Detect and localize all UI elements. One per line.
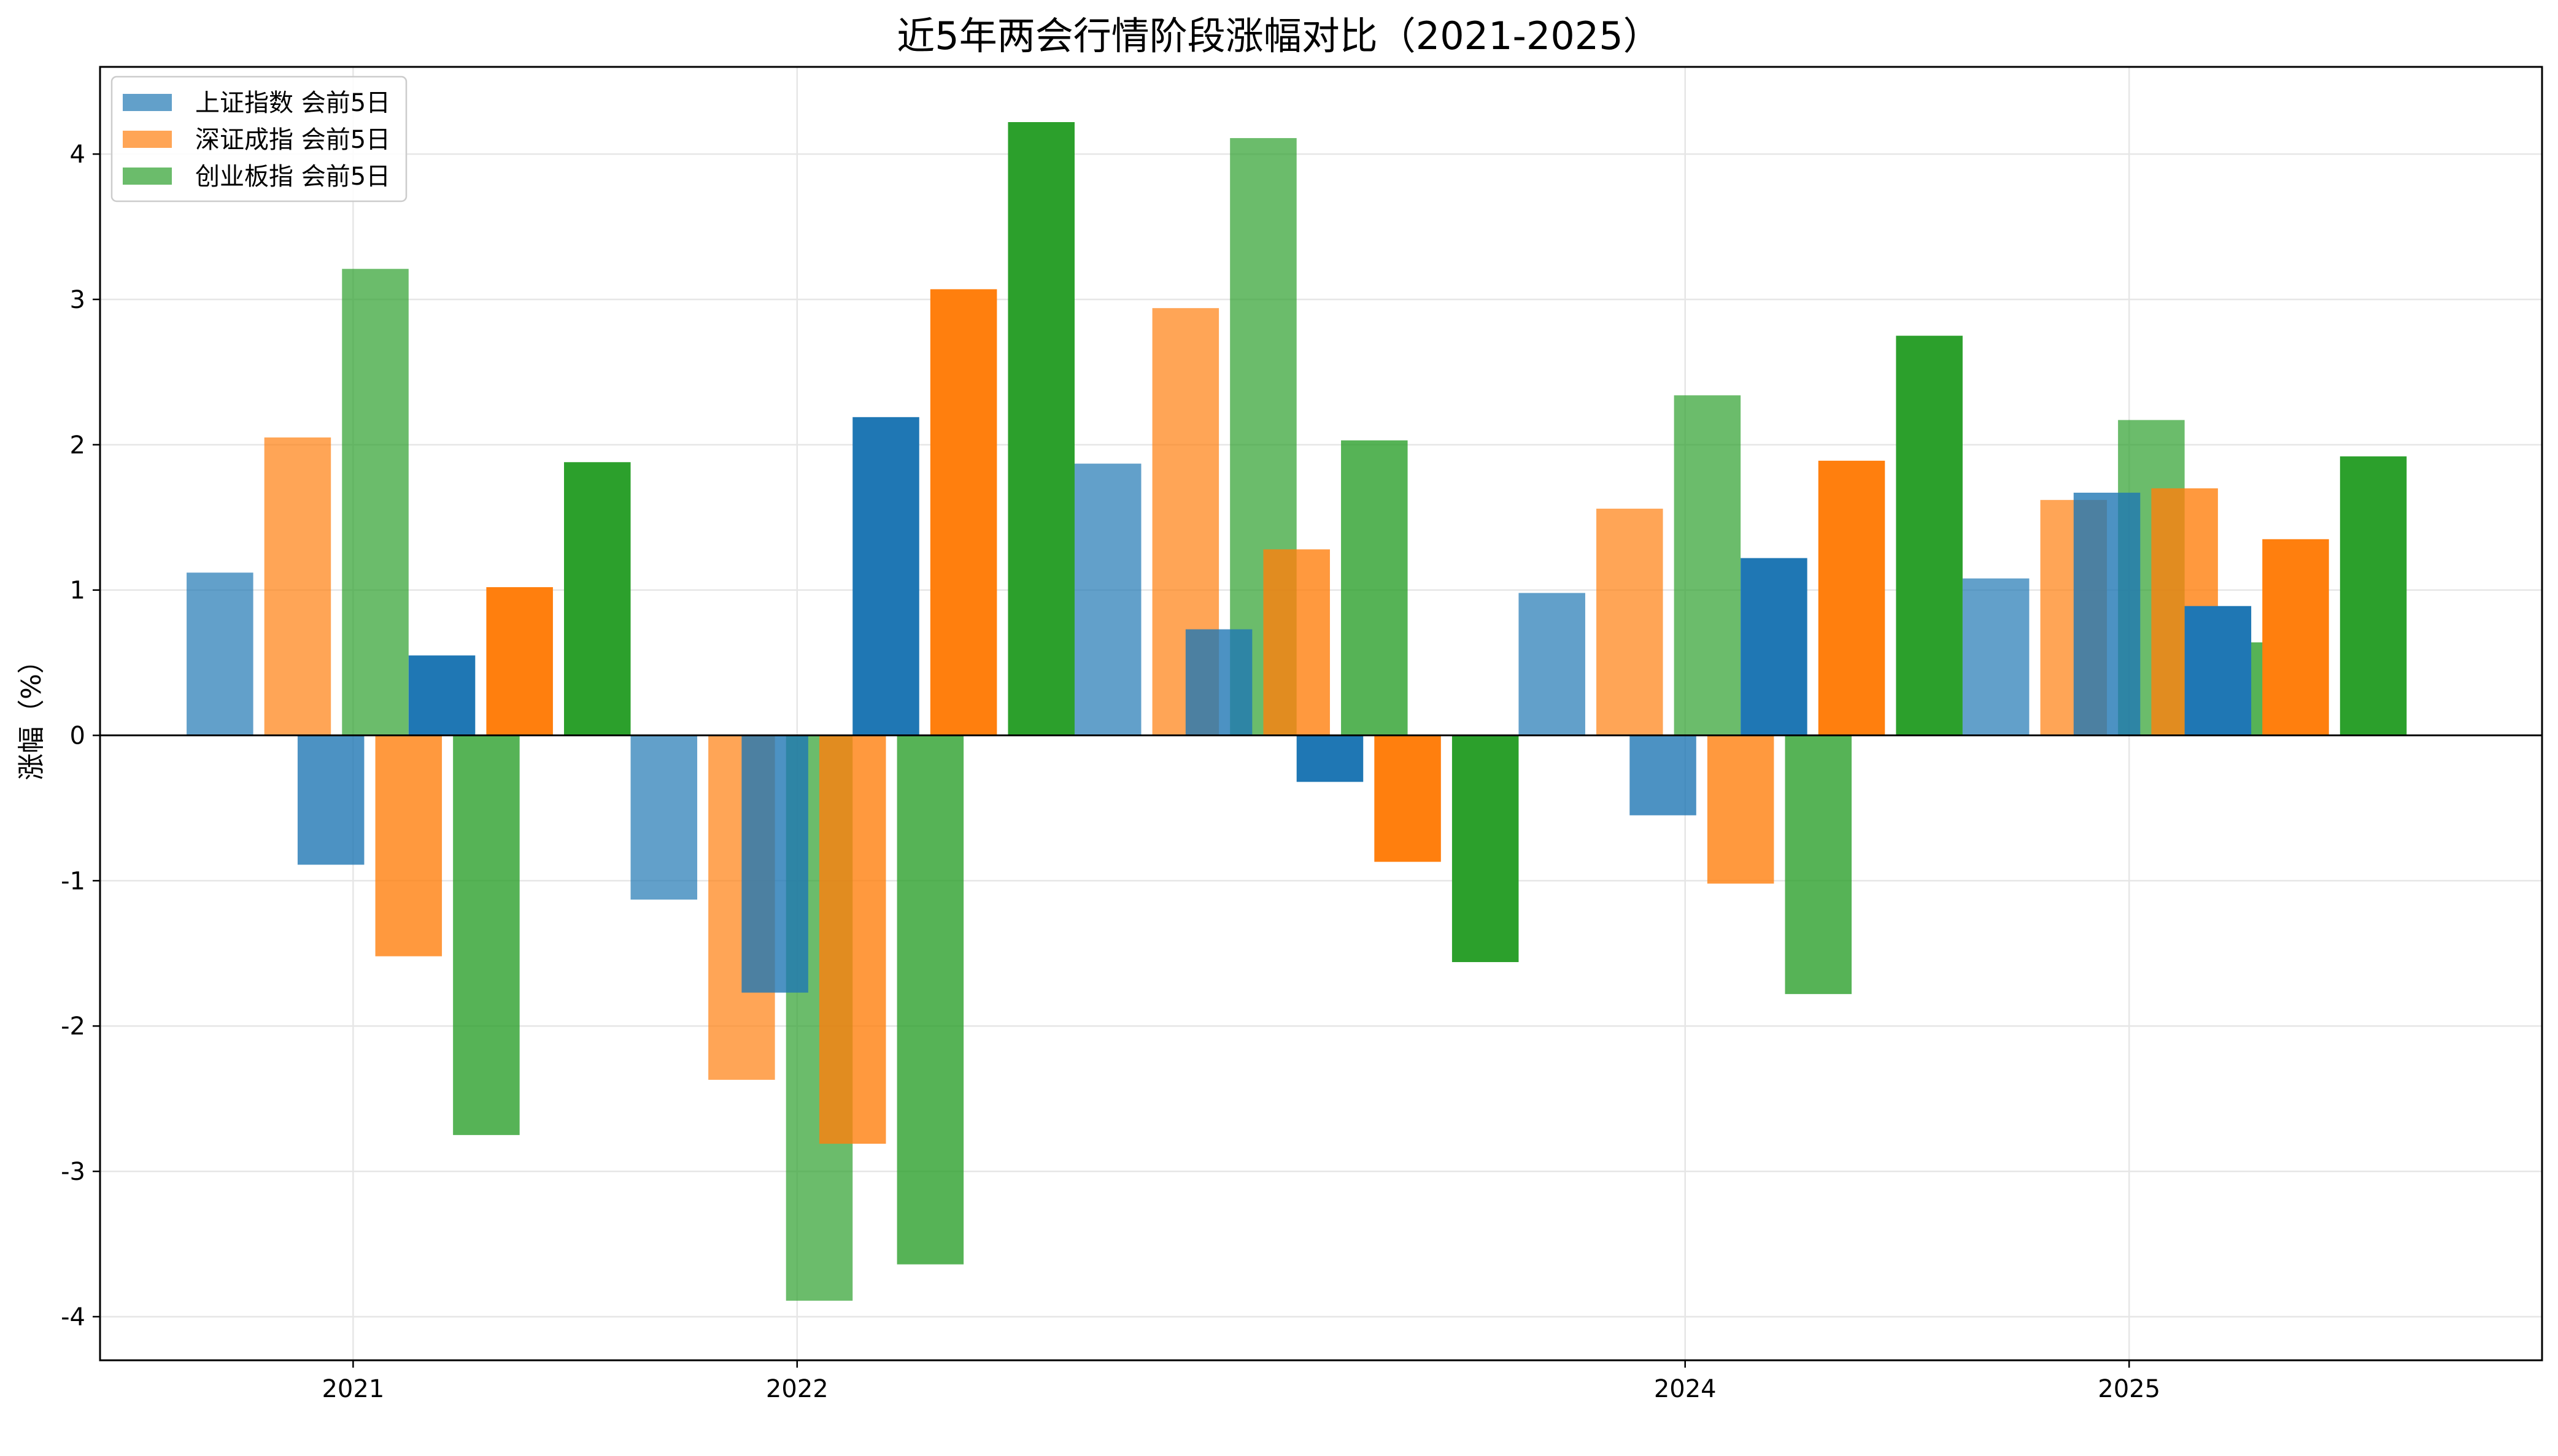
legend-swatch [123,131,172,148]
bar [264,437,331,736]
y-tick-label: 4 [70,141,85,169]
bar [930,289,997,736]
bars [187,122,2407,1301]
bar [1341,440,1408,736]
bar [741,735,808,993]
bar [1008,122,1075,736]
bar [2073,492,2141,736]
bar [1818,460,1885,736]
bar [1674,395,1741,736]
y-axis-label: 涨幅（%） [16,647,47,780]
bar [897,735,964,1265]
bar [564,462,631,736]
y-tick-label: -4 [61,1303,85,1331]
legend-box [110,75,408,202]
bar [2184,606,2252,736]
y-tick-label: -3 [61,1158,85,1186]
bar [1896,336,1963,736]
bar [1518,593,1585,736]
bar [630,735,698,900]
bar [187,572,253,736]
y-tick-label: 2 [70,431,85,460]
y-tick-label: -2 [61,1012,85,1041]
y-tick-label: 1 [70,577,85,605]
bar [2340,456,2407,736]
bar [1741,558,1807,736]
bar [297,735,365,865]
y-tick-label: 3 [70,286,85,314]
bar [2262,539,2329,736]
legend-label: 创业板指 会前5日 [195,163,390,191]
bar [1629,735,1696,815]
bar [342,269,409,736]
bar [1707,735,1774,884]
legend-swatch [123,94,172,111]
x-tick-label: 2025 [2098,1375,2160,1403]
bar [375,735,442,957]
x-tick-label: 2024 [1654,1375,1717,1403]
x-tick-label: 2022 [766,1375,829,1403]
bar [1785,735,1852,995]
bar [408,655,476,736]
bar [1596,509,1663,736]
bar [852,417,919,736]
legend-label: 深证成指 会前5日 [195,126,390,154]
bar [1074,463,1142,736]
bar [453,735,520,1135]
y-tick-label: -1 [61,867,85,895]
x-tick-label: 2021 [322,1375,384,1403]
bar [1296,735,1364,782]
legend-label: 上证指数 会前5日 [195,89,390,117]
bar [1374,735,1441,862]
bar [486,587,553,736]
x-axis-ticks: 2021 2022 2024 2025 [322,1360,2160,1403]
y-axis-ticks: -4 -3 -2 -1 0 1 2 3 4 [61,141,100,1331]
y-tick-label: 0 [70,722,85,750]
legend-swatch [123,168,172,185]
bar [819,735,886,1144]
bar [1185,629,1253,736]
bar [1263,549,1330,736]
plot-frame [99,66,2543,1362]
bar [1451,735,1519,963]
chart-title: 近5年两会行情阶段涨幅对比（2021-2025） [897,13,1661,58]
bar [1962,578,2030,736]
